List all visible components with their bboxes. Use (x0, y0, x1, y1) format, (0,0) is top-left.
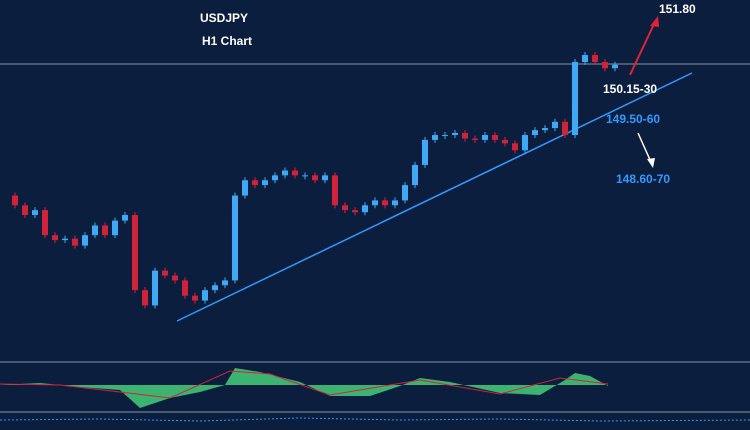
candle (162, 270, 168, 276)
lower-indicator (0, 417, 750, 422)
candle (472, 138, 478, 140)
candle (542, 128, 548, 131)
candle (392, 200, 398, 206)
chart-subtitle: H1 Chart (202, 34, 252, 48)
target-label: 148.60-70 (616, 172, 670, 186)
candle (582, 55, 588, 62)
down-arrow (637, 132, 652, 163)
candle (372, 200, 378, 206)
trend-line (176, 72, 693, 322)
candle (32, 210, 38, 216)
candle (572, 61, 578, 136)
candle (102, 225, 108, 236)
candle (12, 195, 18, 206)
candle (562, 121, 568, 136)
candle (352, 210, 358, 213)
candle (172, 275, 178, 281)
candle (462, 132, 468, 139)
target-label: 151.80 (659, 2, 696, 16)
candle (242, 180, 248, 196)
candle (232, 195, 238, 281)
candle (522, 135, 528, 151)
candle (422, 139, 428, 165)
candle (312, 175, 318, 181)
candle (382, 200, 388, 206)
candle (212, 285, 218, 291)
candle (342, 205, 348, 211)
oscillator-histogram (0, 368, 608, 408)
support-label: 149.50-60 (606, 112, 660, 126)
candle (612, 64, 618, 69)
candle (362, 205, 368, 213)
candle (442, 135, 448, 137)
candle (22, 205, 28, 216)
candle (452, 132, 458, 136)
candle (282, 170, 288, 176)
candle (82, 235, 88, 246)
candle (492, 135, 498, 140)
oscillator-signal (0, 370, 609, 399)
candle (62, 238, 68, 241)
candle (192, 295, 198, 301)
candle (222, 280, 228, 286)
level-label: 150.15-30 (603, 82, 657, 96)
candle (132, 215, 138, 291)
candle (182, 280, 188, 296)
candle (252, 180, 258, 186)
candle (532, 130, 538, 136)
candle (262, 180, 268, 186)
candle (602, 61, 608, 69)
candle (332, 175, 338, 206)
candle (412, 164, 418, 186)
candle (592, 55, 598, 62)
candle (152, 270, 158, 306)
up-arrowhead (650, 16, 659, 27)
candle (512, 143, 518, 151)
candle (502, 139, 508, 144)
up-arrow (629, 21, 656, 76)
down-arrowhead (647, 158, 655, 168)
candle (272, 175, 278, 181)
candle (292, 170, 298, 176)
candle (302, 175, 308, 177)
candle (112, 220, 118, 236)
candle (142, 290, 148, 306)
candle (202, 290, 208, 301)
candle (322, 175, 328, 181)
candle (402, 185, 408, 201)
candle (52, 235, 58, 241)
candle (42, 210, 48, 236)
candle (432, 135, 438, 140)
candle (482, 135, 488, 140)
candle (122, 215, 128, 221)
chart-title: USDJPY (200, 11, 248, 25)
candle (72, 238, 78, 246)
candle (92, 225, 98, 236)
candle (552, 121, 558, 129)
